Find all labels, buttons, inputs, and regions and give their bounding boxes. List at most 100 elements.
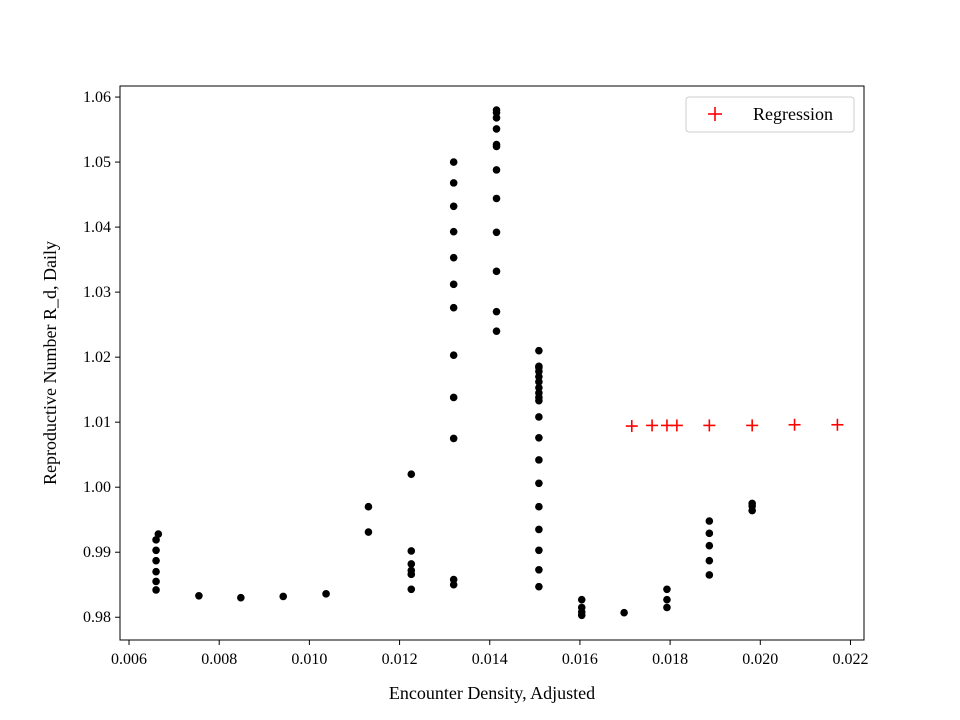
data-point [705, 571, 714, 579]
data-point [535, 389, 543, 397]
x-tick-label: 0.006 [111, 651, 147, 668]
data-point [535, 346, 543, 355]
x-tick-label: 0.010 [291, 651, 327, 668]
data-point [322, 590, 330, 598]
data-point [663, 585, 671, 594]
x-tick-label: 0.022 [832, 651, 868, 668]
ticks-layer: 0.006 0.008 0.010 0.012 0.014 0.016 0.018 0.020… [83, 89, 868, 668]
regression-point [746, 419, 759, 432]
data-point [279, 592, 288, 601]
y-tick-label: 1.05 [83, 154, 111, 171]
legend-label-regression: Regression [753, 104, 833, 124]
data-point [620, 608, 628, 617]
data-point [535, 378, 543, 386]
regression-point [670, 419, 683, 432]
y-tick-label: 1.06 [83, 89, 111, 106]
data-point [449, 351, 458, 359]
data-point [237, 593, 245, 602]
data-point [705, 517, 714, 525]
data-point [449, 179, 458, 187]
data-point [535, 582, 543, 591]
data-point [407, 566, 416, 575]
y-tick-label: 1.01 [83, 414, 111, 431]
data-point [152, 586, 160, 594]
x-tick-label: 0.012 [382, 651, 418, 668]
data-point [449, 202, 458, 211]
data-point [364, 502, 373, 511]
data-point [492, 327, 501, 335]
legend-marker-regression [708, 107, 722, 121]
regression-point [703, 419, 716, 432]
data-point [152, 536, 160, 544]
data-point [449, 434, 458, 443]
x-tick-label: 0.016 [562, 651, 598, 668]
data-point [492, 106, 501, 114]
regression-point [788, 418, 801, 431]
data-point [449, 227, 458, 236]
data-point [748, 499, 756, 508]
data-point [535, 479, 543, 488]
data-point [663, 595, 671, 604]
x-tick-label: 0.020 [742, 651, 778, 668]
data-point [705, 541, 714, 550]
data-point [152, 556, 160, 565]
data-point [535, 565, 543, 574]
data-point [152, 567, 160, 576]
data-point [154, 530, 163, 538]
data-point [364, 528, 373, 536]
data-point [407, 470, 416, 478]
data-point [663, 603, 671, 612]
data-point [492, 125, 501, 133]
data-point [705, 529, 714, 538]
data-point [407, 585, 416, 594]
legend: Regression [685, 96, 855, 133]
series-layer [152, 106, 844, 620]
data-point [535, 413, 543, 421]
regression-point [646, 419, 659, 432]
y-tick-label: 1.03 [83, 284, 111, 301]
data-point [535, 433, 543, 442]
data-point [492, 267, 501, 276]
data-point [195, 591, 203, 600]
data-point [535, 502, 543, 511]
data-point [535, 372, 543, 381]
plot-frame [119, 85, 865, 641]
y-tick-label: 1.02 [83, 349, 111, 366]
x-tick-label: 0.018 [652, 651, 688, 668]
x-tick-label: 0.014 [472, 651, 508, 668]
data-point [492, 140, 501, 149]
data-point [577, 603, 586, 612]
data-point [449, 303, 458, 312]
data-point [492, 194, 501, 203]
data-point [535, 546, 543, 555]
x-axis-label: Encounter Density, Adjusted [389, 683, 595, 703]
data-point [449, 393, 458, 402]
y-tick-label: 0.98 [83, 609, 111, 626]
y-axis-label: Reproductive Number R_d, Daily [40, 241, 60, 485]
data-point [492, 166, 501, 174]
data-point [449, 580, 458, 589]
data-point [492, 228, 501, 237]
x-tick-label: 0.008 [201, 651, 237, 668]
regression-point [625, 420, 638, 433]
data-point [449, 575, 458, 584]
data-point [407, 547, 416, 555]
data-point [535, 383, 543, 392]
data-point [152, 546, 160, 555]
data-point [449, 158, 458, 166]
data-point [577, 595, 586, 604]
data-point [535, 456, 543, 464]
data-point [449, 280, 458, 289]
data-point [407, 560, 416, 568]
y-tick-label: 0.99 [83, 544, 111, 561]
data-point [492, 114, 501, 122]
data-point [705, 556, 714, 565]
y-tick-label: 1.04 [83, 219, 111, 236]
data-point [492, 307, 501, 316]
regression-point [831, 418, 844, 431]
data-point [449, 253, 458, 262]
data-point [535, 362, 543, 371]
data-point [152, 577, 160, 586]
data-point [535, 525, 543, 534]
